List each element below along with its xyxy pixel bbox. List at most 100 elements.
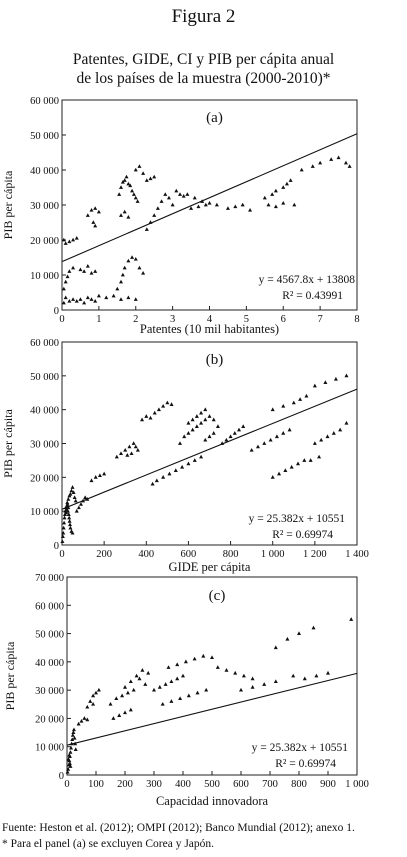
- data-point: [250, 685, 255, 689]
- data-point: [122, 265, 127, 270]
- data-point: [69, 488, 74, 493]
- data-point: [207, 200, 212, 205]
- data-point: [203, 417, 208, 422]
- data-point: [304, 393, 309, 398]
- data-point: [196, 204, 201, 209]
- data-point: [273, 679, 278, 684]
- data-point: [170, 202, 175, 207]
- data-point: [210, 655, 214, 660]
- data-point: [126, 258, 131, 263]
- data-point: [60, 534, 65, 538]
- y-tick-label: 0: [54, 306, 59, 317]
- data-point: [215, 665, 220, 669]
- data-point: [161, 475, 166, 479]
- data-point: [325, 434, 330, 439]
- data-point: [333, 376, 338, 381]
- data-point: [141, 171, 146, 175]
- data-point: [72, 495, 77, 500]
- data-point: [126, 181, 131, 186]
- data-point: [85, 717, 90, 722]
- data-point: [135, 199, 140, 203]
- data-point: [117, 192, 122, 196]
- data-point: [70, 733, 75, 737]
- data-point: [224, 668, 229, 672]
- data-point: [298, 397, 303, 401]
- data-point: [203, 407, 208, 412]
- y-axis-label: PIB per cápita: [3, 641, 17, 710]
- data-point: [111, 293, 116, 298]
- x-tick-label: 2: [133, 314, 138, 325]
- x-tick-label: 1: [96, 314, 101, 325]
- data-point: [66, 512, 71, 516]
- data-point: [262, 195, 267, 200]
- data-point: [76, 721, 81, 726]
- y-tick-label: 30 000: [30, 201, 59, 212]
- data-point: [89, 270, 94, 275]
- data-point: [156, 407, 161, 412]
- data-point: [133, 297, 138, 301]
- data-point: [194, 414, 199, 418]
- data-point: [123, 710, 127, 715]
- data-point: [89, 207, 94, 212]
- data-point: [299, 167, 304, 172]
- data-point: [155, 206, 160, 210]
- x-tick-label: 5: [244, 314, 249, 325]
- data-point: [85, 497, 90, 501]
- data-point: [131, 441, 136, 445]
- data-point: [331, 431, 336, 435]
- data-point: [71, 237, 76, 242]
- data-point: [233, 670, 238, 675]
- data-point: [152, 174, 157, 179]
- data-point: [74, 508, 79, 513]
- figure-title-line-1: Patentes, GIDE, CI y PIB per cápita anua…: [72, 51, 335, 68]
- data-point: [262, 682, 267, 686]
- data-point: [81, 498, 86, 503]
- x-tick-label: 400: [175, 779, 191, 790]
- data-point: [131, 687, 136, 692]
- data-point: [211, 431, 216, 435]
- data-point: [185, 192, 190, 196]
- data-point: [68, 491, 73, 496]
- data-point: [154, 478, 159, 483]
- data-point: [150, 481, 155, 486]
- data-point: [166, 195, 171, 200]
- figure-title: Patentes, GIDE, CI y PIB per cápita anua…: [20, 50, 387, 88]
- data-point: [93, 206, 98, 210]
- y-tick-label: 40 000: [30, 166, 59, 177]
- data-point: [310, 164, 315, 168]
- trendline: [66, 672, 358, 746]
- panel-label: (b): [206, 352, 224, 368]
- data-point: [336, 155, 341, 160]
- data-point: [122, 209, 127, 214]
- data-point: [204, 687, 209, 692]
- data-point: [128, 183, 133, 188]
- data-point: [78, 267, 83, 272]
- data-point: [67, 761, 72, 766]
- data-point: [215, 424, 220, 428]
- data-point: [70, 485, 75, 489]
- data-point: [62, 520, 67, 525]
- data-point: [192, 458, 197, 462]
- data-point: [289, 464, 294, 469]
- data-point: [129, 451, 134, 456]
- x-tick-label: 600: [181, 549, 197, 560]
- data-point: [302, 458, 307, 462]
- data-point: [125, 453, 130, 457]
- x-tick-label: 1 000: [261, 549, 285, 560]
- x-tick-label: 0: [59, 549, 64, 560]
- data-point: [338, 427, 343, 432]
- data-point: [199, 410, 204, 415]
- data-point: [224, 437, 229, 442]
- data-point: [232, 431, 237, 435]
- data-point: [157, 685, 162, 689]
- y-tick-label: 60 000: [30, 338, 59, 349]
- data-point: [312, 441, 317, 445]
- data-point: [65, 500, 70, 505]
- data-point: [163, 192, 168, 196]
- data-point: [131, 192, 136, 196]
- data-point: [312, 383, 317, 388]
- data-point: [85, 263, 90, 268]
- data-point: [91, 220, 96, 224]
- data-point: [122, 178, 127, 182]
